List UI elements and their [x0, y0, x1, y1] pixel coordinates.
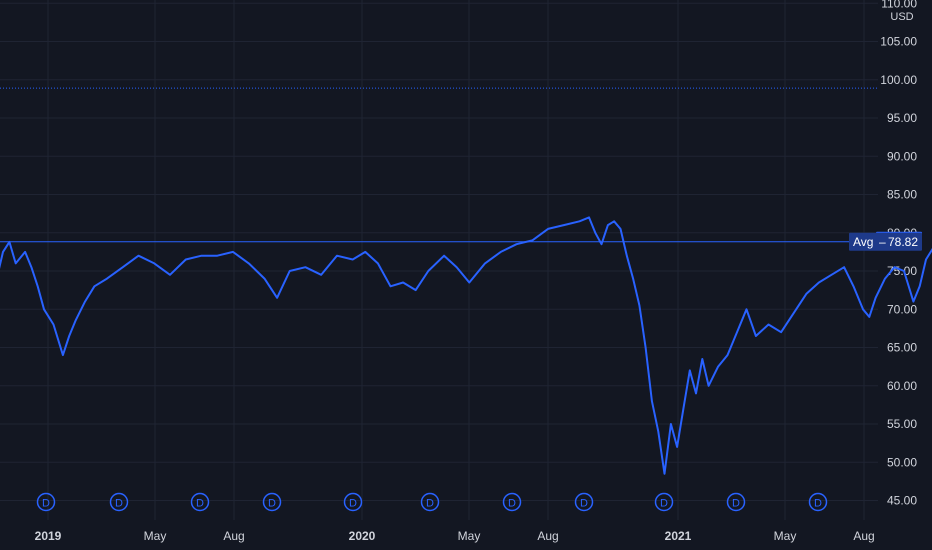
y-tick-label: 70.00: [887, 302, 917, 316]
dividend-marker-circle: [109, 492, 129, 512]
y-tick-label: 65.00: [887, 341, 917, 355]
dividend-marker-label: D: [660, 498, 668, 510]
dividend-marker-label: D: [115, 498, 123, 510]
dividend-marker-circle: [36, 492, 56, 512]
average-label: Avg: [853, 235, 873, 249]
dividend-marker[interactable]: D: [109, 492, 129, 512]
x-tick-label: May: [458, 529, 481, 543]
price-axis: 45.0050.0055.0060.0065.0070.0075.0080.00…: [880, 0, 917, 508]
dividend-marker-circle: [726, 492, 746, 512]
x-tick-label: May: [774, 529, 797, 543]
dividend-marker[interactable]: D: [190, 492, 210, 512]
average-tag-bg: [849, 232, 922, 251]
series-layer: [0, 216, 932, 475]
chart-grid: [0, 0, 878, 520]
y-tick-label: 100.00: [880, 73, 917, 87]
x-tick-label: Aug: [853, 529, 874, 543]
reference-lines: [0, 87, 878, 243]
dividend-marker[interactable]: D: [420, 492, 440, 512]
dividend-marker[interactable]: D: [574, 492, 594, 512]
dividend-marker[interactable]: D: [808, 492, 828, 512]
y-tick-label: 110.00: [881, 0, 917, 10]
average-price-tag: Avg –78.82: [849, 232, 922, 251]
dividend-marker-label: D: [196, 498, 204, 510]
x-tick-label: 2019: [35, 529, 62, 543]
dividend-marker[interactable]: D: [36, 492, 56, 512]
dividend-marker-circle: [574, 492, 594, 512]
x-tick-label: 2021: [665, 529, 692, 543]
y-tick-label: 95.00: [887, 111, 917, 125]
y-tick-label: 105.00: [880, 35, 917, 49]
dividend-marker-label: D: [426, 498, 434, 510]
y-tick-label: 85.00: [887, 188, 917, 202]
dividend-marker[interactable]: D: [726, 492, 746, 512]
dividend-marker-circle: [343, 492, 363, 512]
dividend-marker-circle: [420, 492, 440, 512]
y-tick-label: 55.00: [887, 417, 917, 431]
y-tick-label: 90.00: [887, 149, 917, 163]
dividend-marker-label: D: [42, 498, 50, 510]
dividend-marker[interactable]: D: [502, 492, 522, 512]
dividend-marker-circle: [654, 492, 674, 512]
axis-currency-label: USD: [890, 11, 913, 23]
dividend-marker-label: D: [508, 498, 516, 510]
dividend-marker-label: D: [814, 498, 822, 510]
time-axis: 2019 May Aug 2020 May Aug 2021 May Aug: [35, 529, 875, 543]
dividend-marker-label: D: [349, 498, 357, 510]
x-tick-label: May: [144, 529, 167, 543]
dividend-marker[interactable]: D: [343, 492, 363, 512]
dividend-marker[interactable]: D: [262, 492, 282, 512]
dividend-marker-circle: [502, 492, 522, 512]
average-value: 78.82: [888, 235, 918, 249]
average-separator: –: [879, 235, 886, 249]
y-tick-label: 60.00: [887, 379, 917, 393]
dividend-marker-circle: [190, 492, 210, 512]
dividend-marker[interactable]: D: [654, 492, 674, 512]
x-tick-label: 2020: [349, 529, 376, 543]
dividend-marker-label: D: [268, 498, 276, 510]
y-tick-label: 50.00: [887, 455, 917, 469]
dividend-marker-circle: [808, 492, 828, 512]
price-tags: 78.95Avg–78.82: [849, 231, 922, 251]
dividend-marker-label: D: [732, 498, 740, 510]
x-tick-label: Aug: [223, 529, 244, 543]
y-tick-label: 45.00: [887, 494, 917, 508]
x-tick-label: Aug: [537, 529, 558, 543]
dividend-marker-label: D: [580, 498, 588, 510]
price-series-line: [0, 216, 932, 475]
dividend-marker-circle: [262, 492, 282, 512]
